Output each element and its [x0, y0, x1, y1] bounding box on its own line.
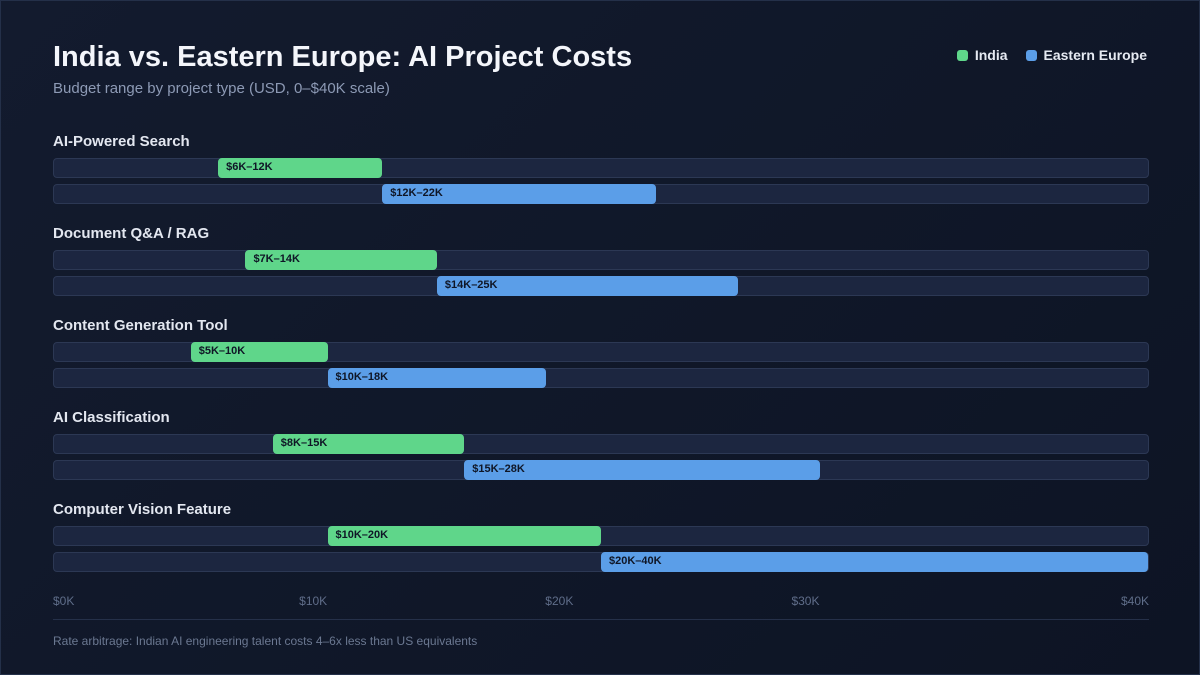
bar-track: $10K–20K: [53, 526, 1149, 546]
category-label: Content Generation Tool: [53, 317, 228, 334]
range-bar-eastern-europe: $20K–40K: [601, 552, 1148, 572]
range-bar-india: $10K–20K: [327, 526, 601, 546]
legend: India Eastern Europe: [956, 47, 1147, 63]
chart-subtitle: Budget range by project type (USD, 0–$40…: [53, 80, 390, 97]
x-tick-label: $10K: [299, 594, 328, 608]
legend-label-india: India: [974, 47, 1008, 63]
bar-data-label: $10K–20K: [335, 529, 389, 541]
bar-data-label: $5K–10K: [198, 345, 246, 357]
x-tick-label: $20K: [545, 594, 574, 608]
legend-swatch-eastern-europe: [1025, 49, 1037, 61]
range-bar-india: $5K–10K: [190, 342, 328, 362]
range-bar-india: $7K–14K: [245, 250, 437, 270]
category-label: AI-Powered Search: [53, 133, 190, 150]
bar-data-label: $6K–12K: [226, 161, 273, 173]
bar-track: $5K–10K: [53, 342, 1149, 362]
category-label: Document Q&A / RAG: [53, 225, 210, 242]
bar-data-label: $7K–14K: [253, 253, 300, 265]
footnote: Rate arbitrage: Indian AI engineering ta…: [53, 634, 478, 648]
legend-label-eastern-europe: Eastern Europe: [1043, 47, 1147, 63]
bar-data-label: $10K–18K: [335, 371, 389, 383]
legend-swatch-india: [956, 49, 968, 61]
bar-data-label: $8K–15K: [280, 437, 328, 449]
bar-track: $6K–12K: [53, 158, 1149, 178]
range-bar-eastern-europe: $14K–25K: [436, 276, 738, 296]
x-tick-label: $30K: [791, 594, 820, 608]
bar-data-label: $20K–40K: [609, 555, 662, 567]
chart-title: India vs. Eastern Europe: AI Project Cos…: [53, 41, 633, 73]
range-bar-india: $8K–15K: [272, 434, 465, 454]
legend-item-india: India: [956, 47, 1008, 63]
bar-track: $7K–14K: [53, 250, 1149, 270]
bar-track: $8K–15K: [53, 434, 1149, 454]
bar-track: $15K–28K: [53, 460, 1149, 480]
range-bar-eastern-europe: $10K–18K: [327, 368, 547, 388]
legend-item-eastern-europe: Eastern Europe: [1025, 47, 1147, 63]
x-tick-label: $0K: [53, 594, 75, 608]
category-label: Computer Vision Feature: [53, 501, 232, 518]
bar-data-label: $15K–28K: [472, 463, 525, 475]
bar-track: $20K–40K: [53, 552, 1149, 572]
axis-divider: [53, 619, 1149, 620]
bar-track: $12K–22K: [53, 184, 1149, 204]
range-bar-eastern-europe: $12K–22K: [382, 184, 656, 204]
range-bar-eastern-europe: $15K–28K: [464, 460, 820, 480]
bar-track: $10K–18K: [53, 368, 1149, 388]
bar-data-label: $12K–22K: [390, 187, 443, 199]
category-label: AI Classification: [53, 409, 170, 426]
x-tick-label: $40K: [1120, 594, 1149, 608]
bar-track: $14K–25K: [53, 276, 1149, 296]
range-bar-india: $6K–12K: [218, 158, 383, 178]
bar-data-label: $14K–25K: [444, 279, 498, 291]
